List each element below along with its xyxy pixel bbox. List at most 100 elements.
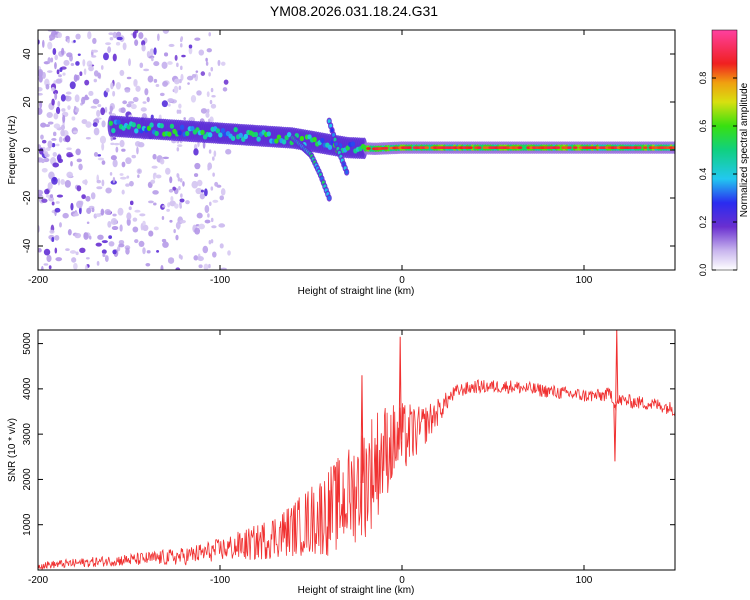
spectrogram-cell	[101, 143, 105, 151]
spectrogram-cell	[65, 35, 70, 40]
spectrogram-cell	[97, 104, 102, 108]
spectrogram-cell	[52, 48, 57, 56]
spectrogram-cell	[333, 137, 337, 142]
spectrogram-cell	[195, 187, 203, 195]
spectrogram-marks	[38, 30, 675, 270]
spectrogram-cell	[38, 189, 44, 196]
colorbar-tick-label: 0.8	[698, 72, 708, 85]
spectrogram-peak-cell	[476, 146, 482, 150]
spectrogram-cell	[115, 41, 121, 46]
spectrogram-cell	[149, 48, 155, 56]
spectrogram-cell	[121, 189, 125, 195]
spectrogram-cell	[133, 80, 138, 87]
spectrogram-cell	[97, 234, 104, 240]
spectrogram-cell	[99, 135, 107, 144]
spectrogram-cell	[179, 78, 182, 84]
spectrogram-cell	[88, 90, 94, 97]
spectrogram-cell	[76, 200, 83, 209]
spectrogram-cell	[134, 128, 139, 134]
spectrogram-cell	[181, 54, 186, 58]
spectrogram-cell	[168, 43, 175, 48]
spectrogram-cell	[177, 144, 183, 147]
spectrogram-cell	[160, 265, 164, 270]
spectrogram-cell	[161, 216, 165, 220]
spectrogram-cell	[153, 47, 157, 55]
spectrogram-cell	[194, 162, 201, 170]
spectrogram-cell	[41, 198, 48, 203]
spectrogram-cell	[154, 130, 159, 137]
spectrogram-cell	[142, 247, 146, 255]
spectrogram-cell	[57, 32, 62, 39]
spectrogram-peak-cell	[383, 146, 389, 150]
spectrogram-cell	[173, 229, 176, 234]
spectrogram-cell	[210, 186, 214, 191]
spectrogram-cell	[327, 119, 331, 124]
spectrogram-cell	[135, 85, 141, 92]
snr-frame	[37, 329, 676, 571]
spectrogram-cell	[219, 195, 225, 201]
spectrogram-cell	[162, 30, 170, 34]
spectrogram-cell	[42, 39, 45, 48]
spectrogram-cell	[73, 74, 78, 82]
spectrogram-cell	[115, 82, 121, 90]
spectrogram-cell	[167, 131, 172, 137]
spectrogram-cell	[167, 103, 171, 107]
spectrogram-cell	[119, 173, 124, 176]
spectrogram-cell	[176, 173, 180, 178]
spectrogram-cell	[76, 158, 82, 163]
spectrogram-cell	[153, 202, 157, 206]
spectrogram-cell	[212, 172, 215, 177]
spectrogram-cell	[51, 176, 58, 185]
spectrogram-cell	[162, 205, 166, 208]
x-tick-label: -100	[210, 275, 230, 286]
spectrogram-cell	[177, 177, 181, 182]
spectrogram-cell	[54, 92, 58, 100]
snr-y-label: SNR (10 * v/v)	[7, 418, 18, 482]
spectrogram-cell	[197, 256, 204, 262]
spectrogram-cell	[78, 163, 83, 171]
spectrogram-cell	[54, 54, 58, 61]
spectrogram-cell	[177, 130, 182, 136]
spectrogram-cell	[136, 146, 139, 155]
spectrogram-cell	[48, 196, 55, 202]
spectrogram-cell	[144, 88, 149, 96]
spectrogram-cell	[159, 158, 165, 165]
figure-title: YM08.2026.031.18.24.G31	[270, 3, 438, 19]
spectrogram-cell	[108, 241, 115, 247]
spectrogram-cell	[62, 114, 66, 123]
spectrogram-cell	[51, 86, 55, 92]
spectrogram-cell	[53, 112, 59, 120]
spectrogram-cell	[58, 74, 62, 78]
spectrogram-cell	[108, 32, 114, 36]
spectrogram-cell	[190, 94, 197, 103]
colorbar-tick-label: 0.2	[698, 216, 708, 229]
spectrogram-cell	[71, 116, 76, 121]
spectrogram-cell	[163, 52, 169, 57]
spectrogram-cell	[212, 156, 215, 161]
spectrogram-cell	[45, 194, 52, 198]
spectrogram-cell	[70, 202, 74, 211]
colorbar-tick-label: 0.6	[698, 120, 708, 133]
spectrogram-cell	[74, 232, 82, 239]
spectrogram-cell	[140, 107, 147, 112]
spectrogram-cell	[180, 73, 184, 81]
spectrogram-cell	[134, 239, 139, 244]
spectrogram-cell	[131, 122, 136, 128]
spectrogram-cell	[238, 132, 243, 138]
spectrogram-cell	[141, 44, 146, 52]
spectrogram-cell	[118, 239, 125, 245]
spectrogram-cell	[39, 147, 44, 155]
spectrogram-cell	[115, 146, 119, 153]
spectrogram-cell	[101, 249, 107, 255]
spectrogram-cell	[210, 67, 214, 72]
spectrogram-cell	[97, 72, 101, 79]
x-tick-label: -100	[210, 575, 230, 586]
spectrogram-cell	[169, 123, 175, 129]
spectrogram-cell	[210, 87, 214, 93]
spectrogram-cell	[75, 148, 81, 156]
spectrogram-cell	[196, 179, 203, 187]
spectrogram-cell	[109, 37, 114, 41]
spectrogram-cell	[212, 251, 217, 258]
spectrogram-cell	[175, 267, 181, 270]
spectrogram-cell	[202, 245, 209, 254]
